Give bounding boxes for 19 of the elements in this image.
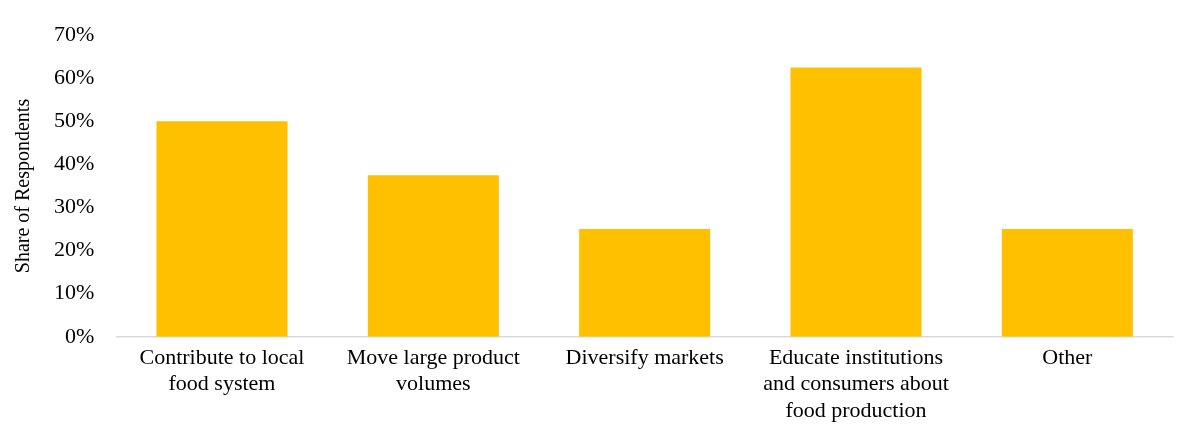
- bar: [579, 229, 711, 337]
- x-tick-label: Diversify markets: [565, 343, 724, 369]
- bar: [367, 175, 499, 337]
- y-tick-label: 50%: [54, 107, 95, 133]
- bar: [1001, 229, 1133, 337]
- x-tick-label: Contribute to local food system: [139, 343, 305, 396]
- x-tick-label: Other: [1042, 343, 1094, 369]
- y-tick-label: 40%: [54, 150, 95, 176]
- y-tick-label: 0%: [65, 322, 95, 348]
- y-tick-label: 70%: [54, 20, 95, 46]
- y-tick-label: 60%: [54, 64, 95, 90]
- y-tick-label: 10%: [54, 279, 95, 305]
- bar: [156, 121, 288, 337]
- y-axis-title: Share of Respondents: [11, 98, 35, 274]
- x-tick-label: Move large product volumes: [346, 343, 520, 396]
- bar: [790, 67, 922, 337]
- x-tick-label: Educate institutions and consumers about food production: [763, 343, 949, 422]
- y-tick-label: 30%: [54, 193, 95, 219]
- y-tick-label: 20%: [54, 236, 95, 262]
